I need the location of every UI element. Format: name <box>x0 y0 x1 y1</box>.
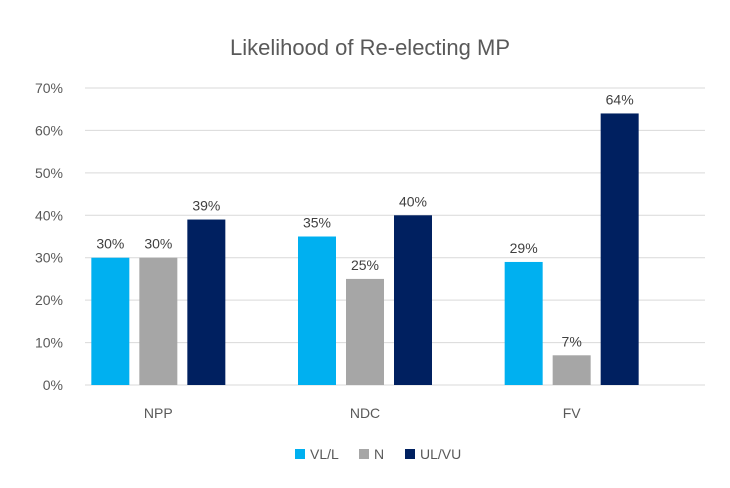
y-tick-label: 0% <box>43 377 63 393</box>
y-tick-label: 60% <box>35 122 63 138</box>
y-tick-label: 20% <box>35 292 63 308</box>
x-axis-ticks: NPP NDC FV <box>144 405 581 421</box>
x-tick-label: NDC <box>350 405 380 421</box>
data-label: 7% <box>562 333 582 349</box>
bar-vl-l-ndc <box>298 236 336 385</box>
x-tick-label: FV <box>563 405 582 421</box>
legend-label: UL/VU <box>420 446 461 462</box>
y-tick-label: 10% <box>35 335 63 351</box>
legend-label: VL/L <box>310 446 339 462</box>
bars <box>91 113 639 385</box>
legend: VL/L N UL/VU <box>295 446 461 462</box>
data-label: 64% <box>606 91 634 107</box>
data-label: 35% <box>303 215 331 231</box>
bar-vl-l-fv <box>504 261 543 385</box>
y-tick-label: 30% <box>35 250 63 266</box>
bar-vl-l-npp <box>91 257 130 385</box>
y-tick-label: 50% <box>35 165 63 181</box>
data-label: 40% <box>399 193 427 209</box>
legend-swatch <box>295 449 305 459</box>
y-axis-ticks: 0% 10% 20% 30% 40% 50% 60% 70% <box>35 80 63 393</box>
bar-n-fv <box>552 355 591 385</box>
legend-label: N <box>374 446 384 462</box>
bar-n-npp <box>139 257 178 385</box>
data-label: 30% <box>96 236 124 252</box>
data-labels: 30% 30% 39% 35% 25% 40% 29% 7% 64% <box>96 91 633 349</box>
x-tick-label: NPP <box>144 405 173 421</box>
y-tick-label: 40% <box>35 207 63 223</box>
data-label: 25% <box>351 257 379 273</box>
data-label: 29% <box>510 240 538 256</box>
legend-swatch <box>405 449 415 459</box>
bar-ul-vu-npp <box>187 219 226 385</box>
bar-ul-vu-ndc <box>394 215 432 385</box>
data-label: 39% <box>192 198 220 214</box>
y-tick-label: 70% <box>35 80 63 96</box>
data-label: 30% <box>144 236 172 252</box>
legend-swatch <box>359 449 369 459</box>
bar-ul-vu-fv <box>600 113 639 385</box>
bar-n-ndc <box>346 278 384 385</box>
chart-title: Likelihood of Re-electing MP <box>230 35 510 60</box>
